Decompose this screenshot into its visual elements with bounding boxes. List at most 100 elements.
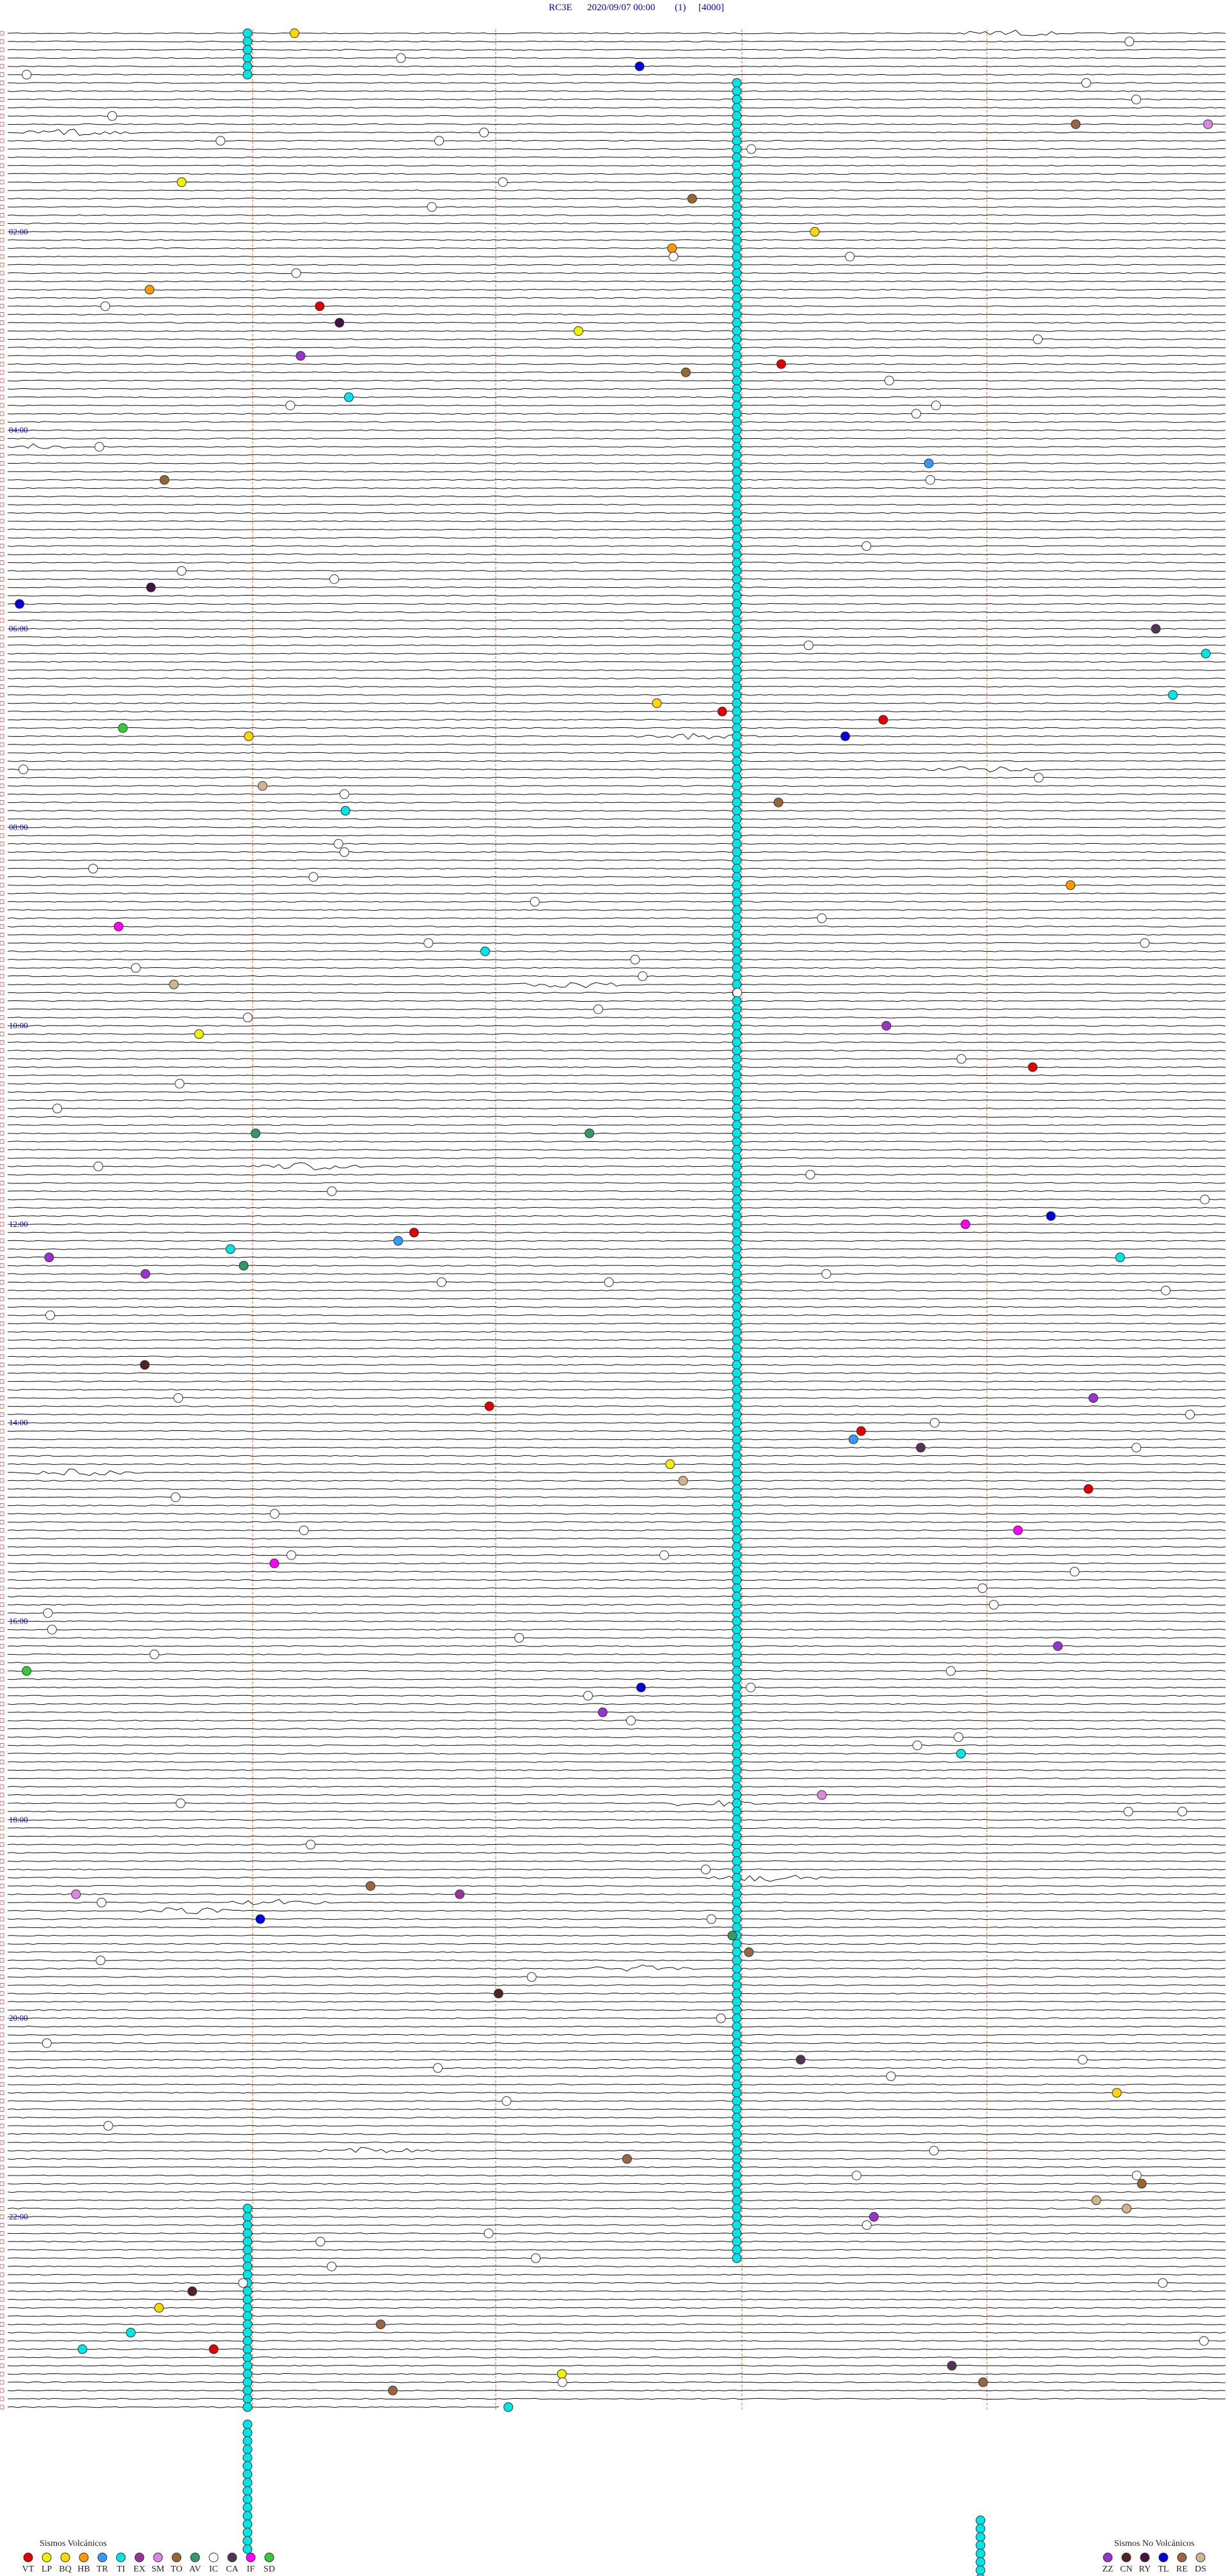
event-marker [1013,1525,1023,1535]
trace [7,982,1226,988]
event-marker [732,1327,742,1337]
trace [7,967,1226,969]
event-marker [732,144,742,154]
event-marker [585,1128,595,1139]
event-marker [732,1261,742,1271]
event-marker [732,78,742,88]
event-marker [242,2360,253,2371]
event-marker [1131,94,1141,104]
event-marker [856,1426,866,1436]
trace [7,2191,1226,2193]
row-marker [0,188,4,193]
event-marker [238,2278,248,2288]
row-marker [0,2223,4,2227]
event-marker [242,2245,253,2255]
event-marker [732,674,742,684]
row-marker [0,296,4,301]
event-marker [732,102,742,113]
row-marker [0,262,4,267]
row-marker [0,2190,4,2195]
event-marker [732,1377,742,1387]
row-marker [0,287,4,292]
event-marker [975,2565,986,2575]
event-marker [242,28,253,38]
event-marker [732,1881,742,1891]
row-marker [0,254,4,259]
event-marker [732,739,742,750]
row-marker [0,1180,4,1185]
row-marker [0,1123,4,1128]
row-marker [0,1089,4,1094]
trace [7,876,1226,878]
row-marker [0,320,4,325]
row-marker [0,1503,4,1508]
event-marker [727,1931,737,1941]
event-marker [149,1649,159,1659]
row-marker [0,2363,4,2368]
event-marker [732,2212,742,2222]
event-marker [732,1872,742,1883]
event-marker [45,1310,56,1320]
event-marker [732,500,742,510]
event-marker [732,1641,742,1651]
trace [7,2000,1226,2003]
trace [7,148,1226,150]
event-marker [732,805,742,816]
event-marker [732,1335,742,1345]
event-marker [732,1434,742,1444]
row-marker [0,2322,4,2327]
trace [7,1899,1226,1906]
row-marker [0,1660,4,1665]
event-marker [732,1840,742,1850]
row-marker [0,1809,4,1814]
trace [7,578,1226,580]
row-marker [0,1983,4,1987]
row-marker [0,1230,4,1235]
trace [7,1339,1226,1341]
events [15,28,1213,2576]
event-marker [732,582,742,592]
event-marker [732,508,742,518]
event-marker [225,1244,235,1254]
event-marker [173,1393,184,1403]
trace [7,2092,1226,2094]
row-marker [0,552,4,557]
row-marker [0,1272,4,1276]
event-marker [732,797,742,807]
event-marker [130,963,141,973]
trace [7,1785,1226,1788]
row-marker [0,1189,4,1194]
event-marker [242,2261,253,2272]
legend-swatch [1121,2552,1131,2563]
trace [7,2058,1226,2061]
row-marker [0,1023,4,1028]
event-marker [956,1054,966,1064]
trace [7,2216,1226,2218]
event-marker [177,565,187,576]
event-marker [706,1914,716,1924]
trace [7,421,1226,423]
row-marker [0,1048,4,1053]
event-marker [732,1062,742,1072]
trace [7,2183,1226,2185]
event-marker [242,2319,253,2330]
event-marker [717,706,727,716]
trace [7,1835,1226,1838]
row-marker [0,1759,4,1764]
event-marker [732,1070,742,1080]
hour-label: 04:00 [9,425,28,435]
event-marker [556,2369,567,2379]
row-marker [0,1991,4,1996]
trace [8,1082,1226,1085]
event-marker [732,334,742,344]
row-marker [0,1925,4,1930]
event-marker [716,2013,726,2023]
trace [7,2373,1226,2375]
trace [8,1314,1225,1316]
trace [7,2323,1226,2325]
trace [7,396,1226,399]
row-marker [0,2099,4,2103]
event-marker [732,2154,742,2164]
trace [7,1670,1226,1672]
row-marker [0,1693,4,1698]
